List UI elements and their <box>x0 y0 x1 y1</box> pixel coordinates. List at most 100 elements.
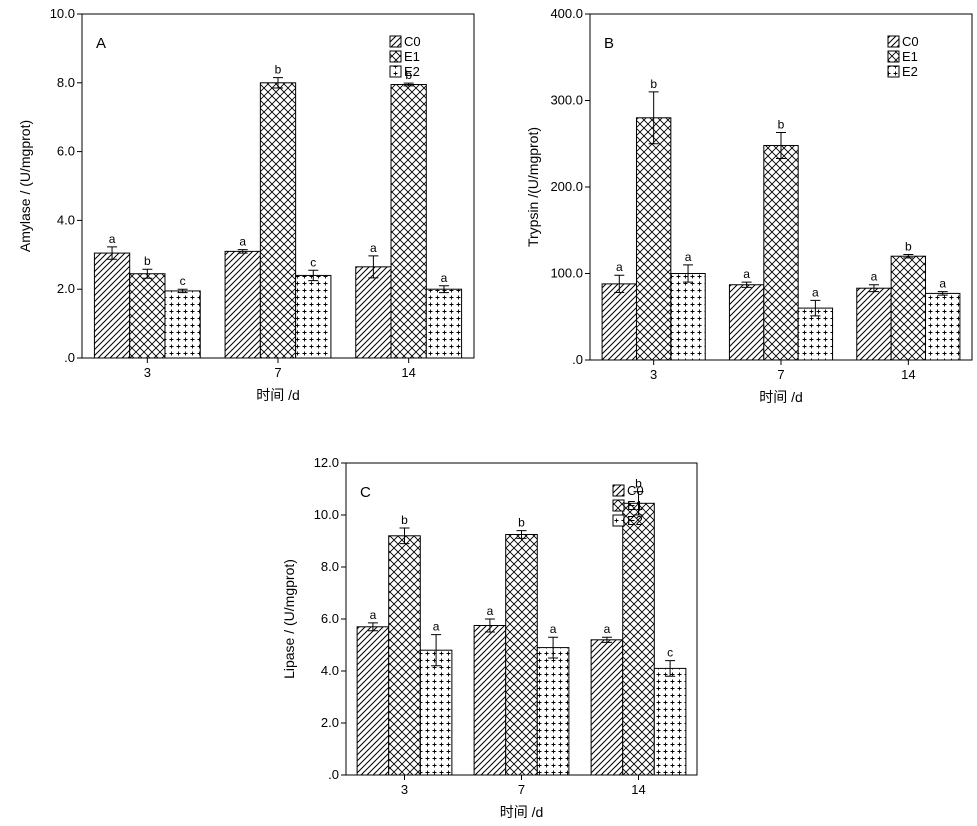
y-tick-label: 300.0 <box>550 93 583 108</box>
bar-e2-day-3 <box>419 649 453 776</box>
y-axis-title: Amylase / (U/mgprot) <box>17 120 33 252</box>
bar-e1-day-14 <box>622 502 655 776</box>
legend-swatch-e1 <box>887 50 900 63</box>
y-tick-label: .0 <box>328 767 339 782</box>
bar-e1-day-3 <box>388 535 421 776</box>
significance-label: b <box>518 516 525 530</box>
legend-label-e1: E1 <box>902 49 918 64</box>
legend-swatch-c0 <box>612 484 625 497</box>
error-bar <box>403 82 414 87</box>
bar-e1-day-3 <box>129 273 166 359</box>
error-bar <box>648 91 659 145</box>
legend-swatch-c0 <box>887 35 900 48</box>
legend-label-e1: E1 <box>627 498 643 513</box>
error-bar <box>367 622 378 632</box>
legend-swatch-e2 <box>887 65 900 78</box>
significance-label: b <box>650 77 657 91</box>
x-axis-title: 时间 /d <box>759 389 803 405</box>
error-bar <box>368 255 379 279</box>
legend-swatch-e1 <box>612 499 625 512</box>
error-bar <box>741 281 752 288</box>
bar-c0-day-14 <box>590 639 624 776</box>
bar-e1-day-7 <box>259 82 297 359</box>
error-bar <box>273 77 283 89</box>
significance-label: b <box>635 477 642 491</box>
error-bar <box>237 249 248 254</box>
y-axis-title: Trypsin /(U/mgprot) <box>525 127 541 247</box>
x-tick-label: 14 <box>631 782 645 797</box>
chart-panel-b: .0 100.0 200.0 300.0 400.0 Trypsin /(U/mgprot… <box>500 0 977 420</box>
bar-c0-day-3 <box>601 283 637 361</box>
legend-swatch-c0 <box>389 35 402 48</box>
significance-label: b <box>401 513 408 527</box>
x-tick-label: 3 <box>650 367 657 382</box>
error-bar <box>142 268 153 279</box>
significance-label: a <box>812 285 819 299</box>
significance-label: a <box>685 250 692 264</box>
error-bar <box>937 291 948 296</box>
error-bar <box>614 274 625 294</box>
legend-label-e2: E2 <box>902 64 918 79</box>
y-tick-label: 8.0 <box>321 559 339 574</box>
x-tick-label: 3 <box>401 782 408 797</box>
y-tick-label: 6.0 <box>57 144 75 159</box>
significance-label: a <box>939 277 946 291</box>
significance-label: a <box>109 232 116 246</box>
error-bar <box>107 246 118 260</box>
x-tick-label: 7 <box>518 782 525 797</box>
y-tick-label: 8.0 <box>57 75 75 90</box>
legend-label-c0: C0 <box>404 34 421 49</box>
legend-swatch-e1 <box>389 50 402 63</box>
significance-label: a <box>370 241 377 255</box>
bar-e2-day-14 <box>425 288 463 359</box>
bar-c0-day-7 <box>224 250 261 359</box>
error-bar <box>776 132 786 159</box>
y-tick-label: 10.0 <box>50 6 75 21</box>
bar-c0-day-3 <box>93 252 131 359</box>
error-bar <box>683 264 694 283</box>
bar-e1-day-7 <box>763 144 799 361</box>
y-tick-label: 2.0 <box>57 281 75 296</box>
y-tick-label: 200.0 <box>550 179 583 194</box>
y-tick-label: .0 <box>64 350 75 365</box>
chart-b-svg: .0 100.0 200.0 300.0 400.0 Trypsin /(U/mgprot… <box>525 6 973 405</box>
error-bar <box>633 491 644 516</box>
significance-label: a <box>370 608 377 622</box>
bar-e1-day-7 <box>505 534 538 776</box>
error-bar <box>484 618 495 633</box>
bar-e2-day-3 <box>670 273 706 361</box>
significance-label: a <box>433 620 440 634</box>
panel-letter: A <box>96 35 106 52</box>
significance-label: a <box>871 270 878 284</box>
legend-label-e2: E2 <box>627 513 643 528</box>
error-bar <box>438 285 449 294</box>
x-axis-title: 时间 /d <box>256 387 300 403</box>
significance-label: a <box>487 604 494 618</box>
error-bar <box>177 288 188 294</box>
y-tick-label: 6.0 <box>321 611 339 626</box>
significance-label: b <box>144 254 151 268</box>
legend-label-e2: E2 <box>404 64 420 79</box>
error-bar <box>431 634 442 667</box>
panel-letter: C <box>360 484 371 501</box>
error-bar <box>810 299 821 317</box>
bar-c0-day-7 <box>728 284 765 361</box>
error-bar <box>308 269 319 282</box>
significance-label: a <box>239 235 246 249</box>
significance-label: a <box>441 271 448 285</box>
legend-label-e1: E1 <box>404 49 420 64</box>
error-bar <box>903 253 914 259</box>
y-tick-label: 12.0 <box>314 455 339 470</box>
bar-e2-day-14 <box>653 667 687 776</box>
significance-label: b <box>275 63 282 77</box>
significance-label: c <box>310 255 316 269</box>
panel-letter: B <box>604 35 614 52</box>
legend-swatch-e2 <box>389 65 402 78</box>
legend-label-c0: C0 <box>627 483 644 498</box>
chart-c-svg: .0 2.0 4.0 6.0 8.0 10.0 12.0 Lipase / (U/mgprot… <box>281 455 698 820</box>
y-tick-label: 10.0 <box>314 507 339 522</box>
significance-label: a <box>616 260 623 274</box>
x-tick-label: 7 <box>777 367 784 382</box>
bar-c0-day-14 <box>355 266 392 359</box>
legend-swatch-e2 <box>612 514 625 527</box>
